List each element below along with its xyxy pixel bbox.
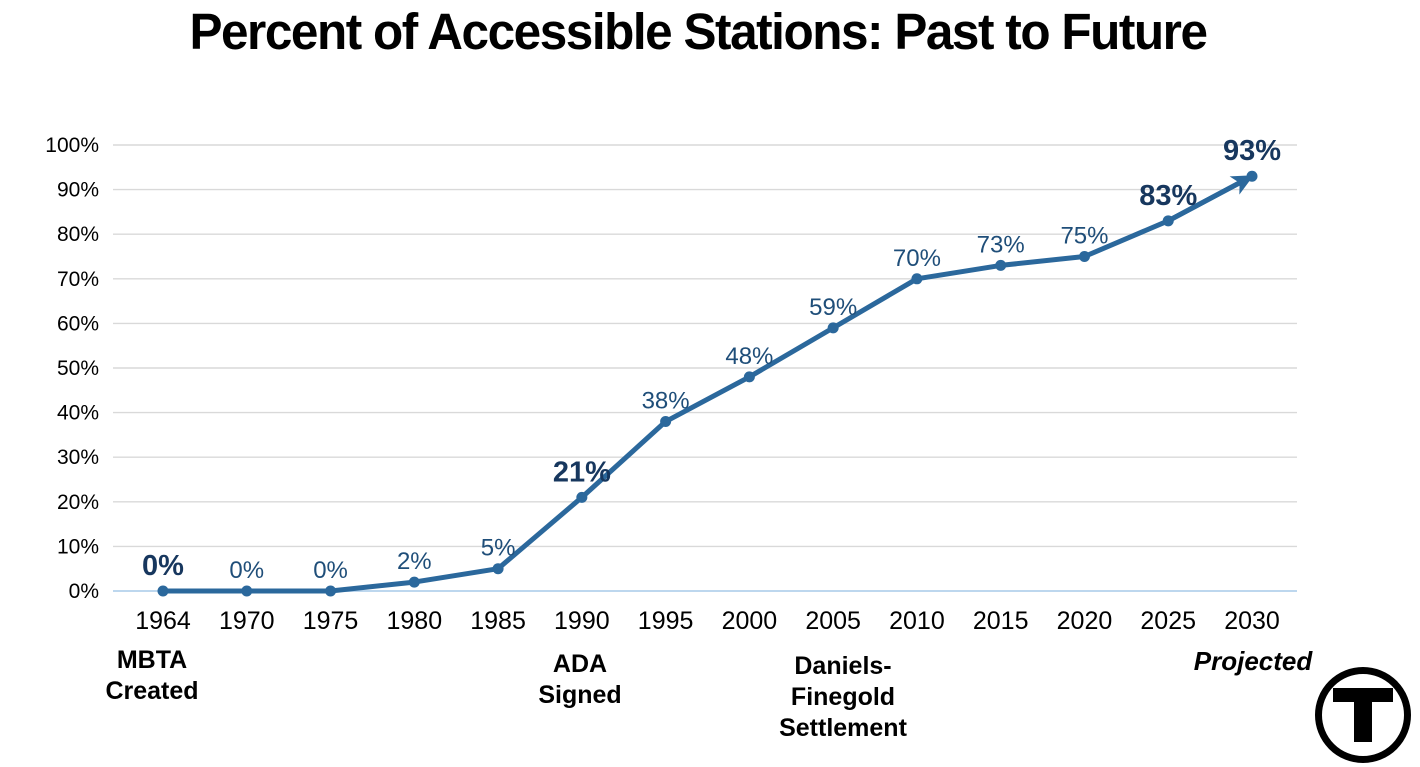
data-point xyxy=(157,585,169,597)
x-tick-label: 2030 xyxy=(1224,607,1280,635)
x-tick-label: 1964 xyxy=(135,607,191,635)
y-tick-label: 90% xyxy=(57,179,99,202)
x-tick-label: 1995 xyxy=(638,607,694,635)
data-point xyxy=(995,259,1007,271)
data-label: 48% xyxy=(725,343,773,370)
x-tick-label: 2025 xyxy=(1140,607,1196,635)
annotation-daniels-finegold: Daniels- Finegold Settlement xyxy=(779,652,907,742)
x-tick-label: 2015 xyxy=(973,607,1029,635)
data-point xyxy=(1246,170,1258,182)
data-label: 0% xyxy=(313,557,348,584)
mbta-logo xyxy=(1315,667,1411,763)
x-tick-label: 2005 xyxy=(805,607,861,635)
data-label: 75% xyxy=(1060,223,1108,250)
data-label: 93% xyxy=(1223,135,1281,167)
mbta-logo-t-letter xyxy=(1333,688,1393,742)
data-label: 0% xyxy=(142,550,184,582)
data-label: 0% xyxy=(229,557,264,584)
data-point xyxy=(911,273,923,285)
data-point xyxy=(660,416,672,428)
annotation-mbta-created: MBTA Created xyxy=(105,646,199,705)
x-tick-label: 1975 xyxy=(303,607,359,635)
data-point xyxy=(492,563,504,575)
x-tick-label: 2000 xyxy=(722,607,778,635)
data-label: 21% xyxy=(553,456,611,488)
series-line xyxy=(160,173,1255,594)
data-point xyxy=(576,491,588,503)
annotation-ada-signed: ADA Signed xyxy=(538,650,622,709)
data-label: 73% xyxy=(977,231,1025,258)
y-tick-label: 100% xyxy=(45,134,99,157)
data-point xyxy=(241,585,253,597)
y-tick-label: 0% xyxy=(69,580,99,603)
data-label: 2% xyxy=(397,548,432,575)
x-tick-label: 1980 xyxy=(386,607,442,635)
data-label: 38% xyxy=(642,388,690,415)
data-label: 70% xyxy=(893,245,941,272)
y-tick-label: 70% xyxy=(57,268,99,291)
x-tick-label: 1970 xyxy=(219,607,275,635)
y-tick-label: 50% xyxy=(57,357,99,380)
y-tick-label: 40% xyxy=(57,402,99,425)
x-tick-label: 2010 xyxy=(889,607,945,635)
annotation-projected: Projected xyxy=(1193,646,1313,676)
data-label: 59% xyxy=(809,294,857,321)
data-point xyxy=(1162,215,1174,227)
y-tick-label: 60% xyxy=(57,312,99,335)
x-tick-label: 1985 xyxy=(470,607,526,635)
x-tick-label: 2020 xyxy=(1057,607,1113,635)
data-point xyxy=(408,576,420,588)
data-point xyxy=(1078,251,1090,262)
x-tick-label: 1990 xyxy=(554,607,610,635)
y-tick-label: 20% xyxy=(57,491,99,514)
y-tick-label: 80% xyxy=(57,223,99,246)
chart-title: Percent of Accessible Stations: Past to … xyxy=(189,3,1208,60)
data-label: 5% xyxy=(481,535,516,562)
projection-arrow xyxy=(1167,175,1254,224)
data-point xyxy=(743,371,755,383)
data-point xyxy=(827,322,839,334)
y-tick-label: 10% xyxy=(57,535,99,558)
data-point xyxy=(325,585,337,597)
data-label: 83% xyxy=(1139,180,1197,212)
y-tick-label: 30% xyxy=(57,446,99,469)
